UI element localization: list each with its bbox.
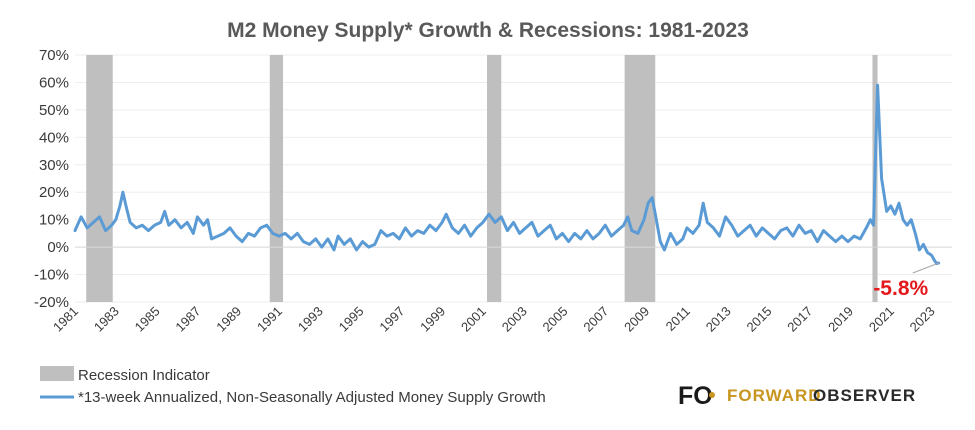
x-tick-label: 2015	[744, 304, 775, 335]
x-axis: 1981 1983 1985 1987 1989 1991 1993 1995 1997 1999…	[50, 304, 938, 335]
y-axis: -20% -10% 0% 10% 20% 30% 40% 50% 60% 70%	[34, 47, 69, 311]
x-tick-label: 1991	[254, 304, 285, 335]
x-tick-label: 2013	[703, 304, 734, 335]
annotation-leader-line	[912, 262, 939, 274]
y-tick-label: 20%	[39, 184, 69, 201]
y-gridlines	[75, 54, 952, 303]
recession-bands	[86, 55, 878, 302]
y-tick-label: -20%	[34, 294, 69, 311]
x-tick-label: 2011	[663, 304, 693, 334]
chart-title: M2 Money Supply* Growth & Recessions: 19…	[227, 19, 749, 42]
forward-observer-logo: FO FORWARD OBSERVER	[678, 382, 916, 410]
x-tick-label: 1999	[417, 304, 448, 335]
x-tick-label: 2019	[825, 304, 856, 335]
recession-band	[269, 55, 284, 302]
y-tick-label: 50%	[39, 102, 69, 119]
y-tick-label: 70%	[39, 47, 69, 64]
x-tick-label: 1995	[336, 304, 367, 335]
x-tick-label: 1989	[213, 304, 244, 335]
x-tick-label: 2001	[458, 304, 489, 335]
y-tick-label: 0%	[47, 239, 69, 256]
y-tick-label: 40%	[39, 129, 69, 146]
latest-value-label: -5.8%	[873, 277, 928, 300]
money-supply-growth-line	[73, 83, 941, 266]
legend-series-label: *13-week Annualized, Non-Seasonally Adju…	[78, 389, 546, 406]
logo-word-observer: OBSERVER	[813, 386, 916, 405]
x-tick-label: 2003	[499, 304, 530, 335]
x-tick-label: 2023	[907, 304, 938, 335]
x-tick-label: 2007	[580, 304, 611, 335]
x-tick-label: 2009	[621, 304, 652, 335]
y-tick-label: 30%	[39, 157, 69, 174]
recession-band	[86, 55, 113, 302]
logo-accent-icon	[709, 392, 715, 398]
legend-recession-swatch	[40, 366, 74, 381]
x-tick-label: 1983	[91, 304, 122, 335]
y-tick-label: -10%	[34, 267, 69, 284]
x-tick-label: 1987	[172, 304, 203, 335]
recession-band	[624, 55, 656, 302]
x-tick-label: 1993	[295, 304, 326, 335]
x-tick-label: 2021	[866, 304, 897, 335]
legend-recession-label: Recession Indicator	[78, 367, 210, 384]
y-tick-label: 10%	[39, 212, 69, 229]
recession-band	[486, 55, 502, 302]
x-tick-label: 2017	[784, 304, 815, 335]
x-tick-label: 1985	[132, 304, 163, 335]
y-tick-label: 60%	[39, 74, 69, 91]
x-tick-label: 2005	[540, 304, 571, 335]
logo-mark: FO	[678, 382, 713, 410]
logo-word-forward: FORWARD	[727, 386, 822, 405]
x-tick-label: 1997	[376, 304, 407, 335]
